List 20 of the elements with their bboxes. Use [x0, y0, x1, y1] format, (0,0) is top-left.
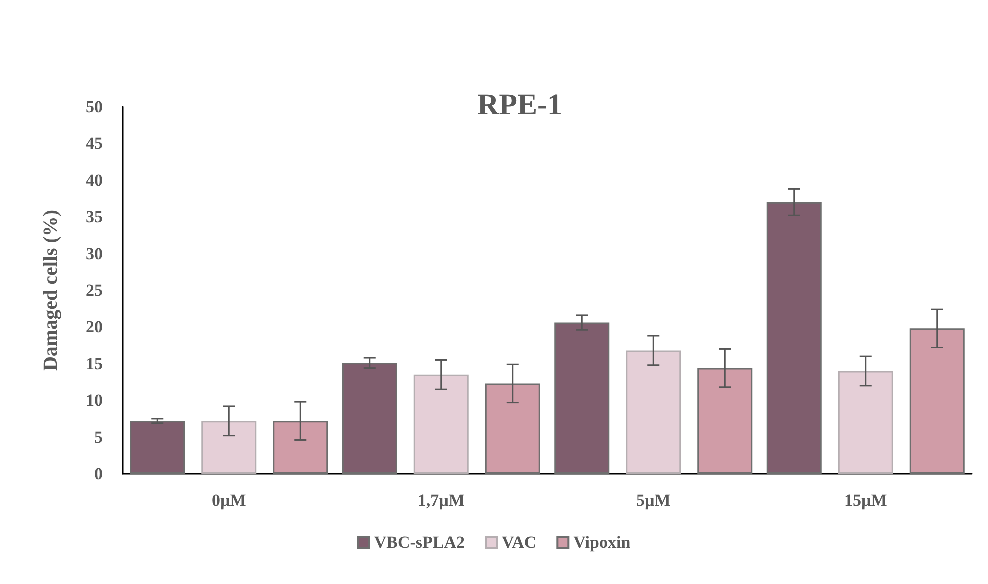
y-tick-label: 35 [86, 208, 103, 227]
x-tick-label: 0µM [212, 491, 246, 510]
y-tick-label: 15 [86, 354, 103, 374]
y-tick-label: 50 [86, 98, 103, 116]
legend-label: VBC-sPLA2 [374, 533, 466, 552]
legend-label: Vipoxin [574, 533, 632, 552]
y-tick-label: 20 [86, 318, 103, 337]
x-tick-label: 5µM [636, 491, 671, 510]
y-tick-label: 25 [86, 281, 103, 300]
legend-label: VAC [502, 533, 537, 552]
y-tick-label: 40 [86, 170, 103, 190]
x-tick-label: 1,7µM [418, 491, 465, 510]
y-tick-label: 0 [94, 464, 103, 484]
x-tick-label: 15µM [844, 491, 888, 510]
y-tick-label: 5 [94, 428, 103, 447]
y-tick-label: 45 [86, 134, 103, 154]
y-axis-title: Damaged cells (%) [40, 210, 62, 372]
y-tick-label: 30 [86, 244, 103, 264]
chart-title: RPE-1 [478, 88, 562, 122]
y-tick-label: 10 [86, 391, 103, 410]
